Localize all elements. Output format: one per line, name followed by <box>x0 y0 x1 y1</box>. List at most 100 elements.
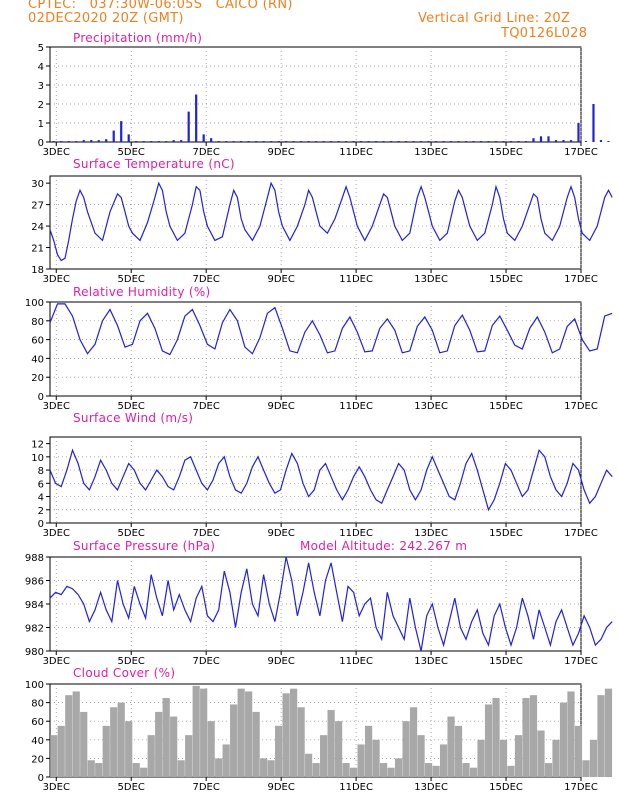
x-tick-label: 15DEC <box>489 147 523 158</box>
bar <box>514 735 523 777</box>
y-tick-label: 100 <box>25 680 44 691</box>
bar <box>75 141 78 142</box>
bar <box>424 763 433 777</box>
bar <box>419 141 423 142</box>
bar <box>544 763 553 777</box>
x-tick-label: 17DEC <box>564 147 598 158</box>
bar <box>389 141 393 142</box>
panel-frame <box>49 556 582 652</box>
bar <box>349 767 358 777</box>
bar <box>589 739 598 777</box>
bar <box>439 744 448 777</box>
y-tick-label: 12 <box>31 440 44 451</box>
bar <box>162 697 170 777</box>
bar <box>232 141 235 142</box>
bar <box>379 763 388 777</box>
bar <box>192 685 200 777</box>
x-tick-label: 7DEC <box>192 147 219 158</box>
x-tick-label: 3DEC <box>43 528 70 539</box>
y-tick-label: 1 <box>38 119 44 130</box>
bar <box>567 691 575 777</box>
bar <box>529 695 538 777</box>
y-tick-label: 21 <box>31 244 44 255</box>
bar <box>547 136 550 142</box>
y-tick-label: 30 <box>31 179 44 190</box>
bar <box>252 711 260 777</box>
bar <box>215 758 223 777</box>
x-tick-label: 17DEC <box>564 528 598 539</box>
bar <box>260 758 268 777</box>
x-tick-label: 9DEC <box>267 147 294 158</box>
y-tick-label: 40 <box>31 354 44 365</box>
y-tick-label: 100 <box>25 298 44 309</box>
bar <box>217 141 220 142</box>
bar <box>117 702 125 777</box>
x-tick-label: 17DEC <box>564 401 598 412</box>
y-tick-label: 10 <box>31 453 44 464</box>
bar <box>292 141 295 142</box>
y-tick-label: 24 <box>31 222 44 233</box>
bar <box>230 704 238 777</box>
y-tick-label: 984 <box>25 600 44 611</box>
bar <box>277 141 280 142</box>
y-tick-label: 8 <box>38 466 44 477</box>
bar <box>402 721 410 777</box>
panel-frame <box>49 175 582 270</box>
x-tick-label: 15DEC <box>489 782 523 793</box>
bar <box>539 136 543 142</box>
series-line <box>49 448 613 512</box>
y-tick-label: 40 <box>31 736 44 747</box>
header-grid-line: Vertical Grid Line: 20Z <box>418 11 571 26</box>
x-tick-label: 5DEC <box>118 274 145 285</box>
bar <box>462 763 470 777</box>
bar <box>315 141 318 142</box>
y-tick-label: 5 <box>38 43 44 54</box>
panel-title: Cloud Cover (%) <box>73 666 175 680</box>
y-tick-label: 80 <box>31 699 44 710</box>
x-tick-label: 13DEC <box>414 782 448 793</box>
bar <box>165 141 168 142</box>
bar <box>345 141 348 142</box>
x-tick-label: 3DEC <box>43 656 70 667</box>
x-tick-label: 5DEC <box>118 782 145 793</box>
bar <box>180 140 183 142</box>
bar <box>374 141 378 142</box>
bar <box>367 141 370 142</box>
bar <box>102 725 110 777</box>
bar <box>237 688 245 777</box>
bar <box>417 735 425 777</box>
bar <box>127 134 130 142</box>
y-tick-label: 2 <box>38 506 44 517</box>
x-tick-label: 11DEC <box>339 782 373 793</box>
bar <box>494 141 498 142</box>
y-tick-label: 980 <box>25 647 44 658</box>
bar <box>135 141 138 142</box>
bar <box>140 767 148 777</box>
x-tick-label: 9DEC <box>267 401 294 412</box>
x-tick-label: 11DEC <box>339 528 373 539</box>
bar <box>604 688 613 777</box>
header-station: CPTEC: 037:30W-06:05S CAICO (RN) <box>28 0 293 12</box>
bar <box>487 141 490 142</box>
bar <box>97 140 100 142</box>
bar <box>157 141 160 142</box>
y-tick-label: 3 <box>38 81 44 92</box>
x-tick-label: 15DEC <box>489 656 523 667</box>
bar <box>112 130 115 142</box>
y-tick-label: 60 <box>31 336 44 347</box>
x-tick-label: 5DEC <box>118 528 145 539</box>
y-tick-label: 4 <box>38 62 44 73</box>
bar <box>454 725 463 777</box>
header-datetime: 02DEC2020 20Z (GMT) <box>28 11 184 26</box>
y-tick-label: 27 <box>31 201 44 212</box>
bar <box>270 141 273 142</box>
x-tick-label: 17DEC <box>564 656 598 667</box>
bar <box>574 725 583 777</box>
x-tick-label: 7DEC <box>192 274 219 285</box>
bar <box>150 141 153 142</box>
panel-title: Relative Humidity (%) <box>73 285 211 299</box>
series-line <box>49 181 613 262</box>
y-tick-label: 986 <box>25 577 44 588</box>
x-tick-label: 11DEC <box>339 274 373 285</box>
bar <box>187 111 190 142</box>
